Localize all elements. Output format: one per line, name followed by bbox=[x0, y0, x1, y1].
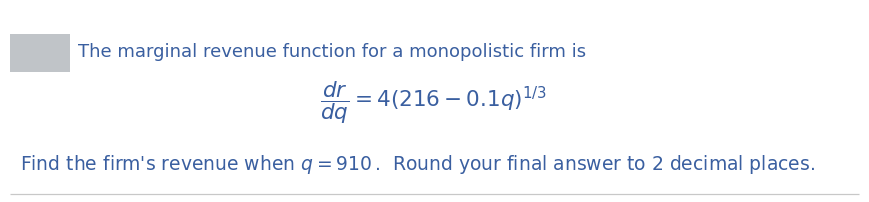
Text: $\dfrac{dr}{dq} = 4(216 - 0.1q)^{1/3}$: $\dfrac{dr}{dq} = 4(216 - 0.1q)^{1/3}$ bbox=[321, 79, 547, 126]
Text: Find the firm's revenue when $q = 910\,$.  Round your final answer to 2 decimal : Find the firm's revenue when $q = 910\,$… bbox=[20, 153, 815, 176]
Text: The marginal revenue function for a monopolistic firm is: The marginal revenue function for a mono… bbox=[78, 43, 586, 61]
Bar bbox=[10, 35, 70, 73]
